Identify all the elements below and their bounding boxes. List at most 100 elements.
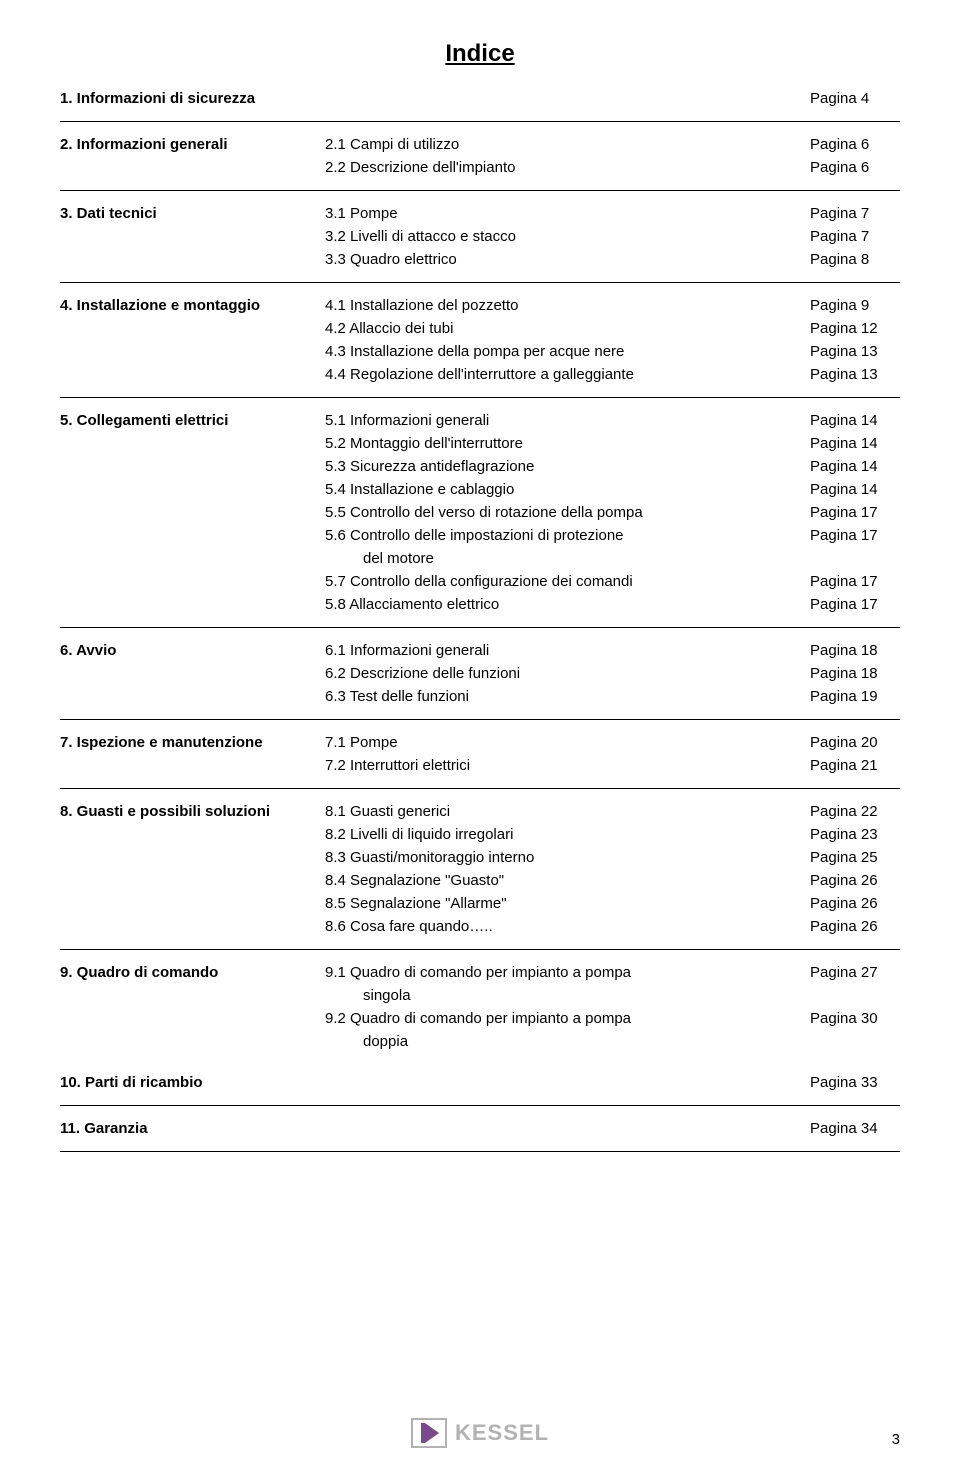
toc-section: 1. Informazioni di sicurezza Pagina 4 [60, 88, 900, 122]
page-ref: Pagina 4 [810, 88, 900, 109]
item-label: 3.3 Quadro elettrico [325, 249, 810, 270]
toc-row: 8.2 Livelli di liquido irregolariPagina … [60, 824, 900, 845]
page-ref: Pagina 30 [810, 1008, 900, 1029]
section-heading: 7. Ispezione e manutenzione [60, 732, 325, 753]
toc-row: 4. Installazione e montaggio4.1 Installa… [60, 295, 900, 316]
item-label: 5.7 Controllo della configurazione dei c… [325, 571, 810, 592]
page-ref: Pagina 14 [810, 479, 900, 500]
toc-section: 8. Guasti e possibili soluzioni8.1 Guast… [60, 801, 900, 950]
item-label: 8.4 Segnalazione "Guasto" [325, 870, 810, 891]
section-heading [60, 824, 325, 845]
item-label: 8.1 Guasti generici [325, 801, 810, 822]
toc-section: 11. GaranziaPagina 34 [60, 1118, 900, 1152]
toc-section: 7. Ispezione e manutenzione7.1 PompePagi… [60, 732, 900, 789]
page-ref: Pagina 13 [810, 364, 900, 385]
item-label: 8.5 Segnalazione "Allarme" [325, 893, 810, 914]
item-label: 5.3 Sicurezza antideflagrazione [325, 456, 810, 477]
page-ref: Pagina 17 [810, 502, 900, 523]
page-ref: Pagina 18 [810, 640, 900, 661]
logo-mark-icon [411, 1418, 447, 1448]
toc-row: 2. Informazioni generali2.1 Campi di uti… [60, 134, 900, 155]
section-heading [60, 157, 325, 178]
table-of-contents: 1. Informazioni di sicurezza Pagina 4 2. I… [60, 88, 900, 1152]
footer: KESSEL [0, 1418, 960, 1448]
toc-row: 5.2 Montaggio dell'interruttorePagina 14 [60, 433, 900, 454]
page-ref: Pagina 18 [810, 663, 900, 684]
page-ref: Pagina 26 [810, 870, 900, 891]
section-heading [60, 847, 325, 868]
toc-row: 5.7 Controllo della configurazione dei c… [60, 571, 900, 592]
section-heading [60, 755, 325, 776]
toc-row: 7.2 Interruttori elettriciPagina 21 [60, 755, 900, 776]
section-heading: 6. Avvio [60, 640, 325, 661]
section-heading [60, 502, 325, 523]
item-label: 7.1 Pompe [325, 732, 810, 753]
toc-row: 5.3 Sicurezza antideflagrazionePagina 14 [60, 456, 900, 477]
page-ref: Pagina 17 [810, 594, 900, 615]
item-label: 7.2 Interruttori elettrici [325, 755, 810, 776]
item-label: 5.6 Controllo delle impostazioni di prot… [325, 525, 810, 546]
section-heading [60, 479, 325, 500]
toc-row: 6.3 Test delle funzioniPagina 19 [60, 686, 900, 707]
brand-name: KESSEL [455, 1420, 549, 1446]
section-heading [60, 525, 325, 546]
page-ref: Pagina 12 [810, 318, 900, 339]
section-heading [60, 594, 325, 615]
page-ref: Pagina 27 [810, 962, 900, 983]
toc-row: 11. GaranziaPagina 34 [60, 1118, 900, 1139]
page-ref: Pagina 20 [810, 732, 900, 753]
page-ref: Pagina 26 [810, 916, 900, 937]
page-ref: Pagina 26 [810, 893, 900, 914]
page-ref: Pagina 14 [810, 456, 900, 477]
toc-row: 5.4 Installazione e cablaggioPagina 14 [60, 479, 900, 500]
item-label: 3.1 Pompe [325, 203, 810, 224]
page-ref: Pagina 6 [810, 134, 900, 155]
section-heading [60, 686, 325, 707]
item-label: 4.4 Regolazione dell'interruttore a gall… [325, 364, 810, 385]
section-heading: 10. Parti di ricambio [60, 1072, 325, 1093]
toc-section: 4. Installazione e montaggio4.1 Installa… [60, 295, 900, 398]
toc-section: 5. Collegamenti elettrici5.1 Informazion… [60, 410, 900, 628]
section-heading [60, 249, 325, 270]
section-heading [60, 1008, 325, 1029]
page-ref: Pagina 17 [810, 571, 900, 592]
item-label: 5.1 Informazioni generali [325, 410, 810, 431]
section-heading: 8. Guasti e possibili soluzioni [60, 801, 325, 822]
toc-row-continuation: del motore [60, 548, 900, 569]
toc-row: 5.5 Controllo del verso di rotazione del… [60, 502, 900, 523]
section-heading: 2. Informazioni generali [60, 134, 325, 155]
item-label: 6.1 Informazioni generali [325, 640, 810, 661]
section-heading [60, 870, 325, 891]
page-number: 3 [892, 1431, 900, 1448]
toc-row: 2.2 Descrizione dell'impiantoPagina 6 [60, 157, 900, 178]
page-ref: Pagina 6 [810, 157, 900, 178]
item-label: 5.5 Controllo del verso di rotazione del… [325, 502, 810, 523]
toc-section: 9. Quadro di comando9.1 Quadro di comand… [60, 962, 900, 1106]
page-ref: Pagina 34 [810, 1118, 900, 1139]
toc-row: 5. Collegamenti elettrici5.1 Informazion… [60, 410, 900, 431]
item-label: 6.2 Descrizione delle funzioni [325, 663, 810, 684]
toc-row: 10. Parti di ricambioPagina 33 [60, 1072, 900, 1093]
item-label: 4.1 Installazione del pozzetto [325, 295, 810, 316]
section-heading [60, 433, 325, 454]
section-heading [60, 364, 325, 385]
item-label: 8.2 Livelli di liquido irregolari [325, 824, 810, 845]
page-ref: Pagina 13 [810, 341, 900, 362]
page-ref: Pagina 17 [810, 525, 900, 546]
toc-row: 3. Dati tecnici3.1 PompePagina 7 [60, 203, 900, 224]
page-ref: Pagina 14 [810, 410, 900, 431]
toc-section: 2. Informazioni generali2.1 Campi di uti… [60, 134, 900, 191]
section-heading: 4. Installazione e montaggio [60, 295, 325, 316]
item-label: 8.6 Cosa fare quando….. [325, 916, 810, 937]
item-label: 4.2 Allaccio dei tubi [325, 318, 810, 339]
toc-row: 8.3 Guasti/monitoraggio internoPagina 25 [60, 847, 900, 868]
item-label: 9.1 Quadro di comando per impianto a pom… [325, 962, 810, 983]
toc-row: 4.2 Allaccio dei tubiPagina 12 [60, 318, 900, 339]
toc-row: 6.2 Descrizione delle funzioniPagina 18 [60, 663, 900, 684]
toc-row: 7. Ispezione e manutenzione7.1 PompePagi… [60, 732, 900, 753]
section-heading: 1. Informazioni di sicurezza [60, 88, 325, 109]
toc-row: 1. Informazioni di sicurezza Pagina 4 [60, 88, 900, 109]
page-ref: Pagina 9 [810, 295, 900, 316]
item-label: 9.2 Quadro di comando per impianto a pom… [325, 1008, 810, 1029]
section-heading: 9. Quadro di comando [60, 962, 325, 983]
